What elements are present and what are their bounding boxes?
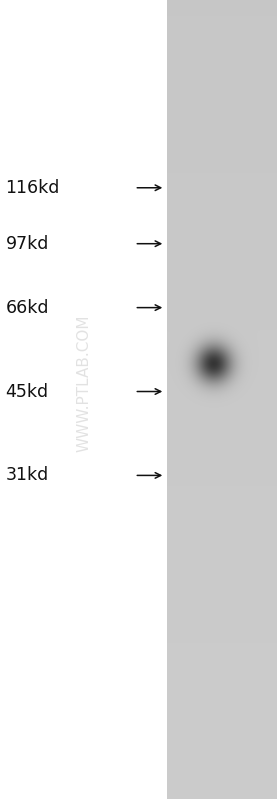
Text: 45kd: 45kd (6, 383, 49, 400)
Text: 116kd: 116kd (6, 179, 60, 197)
Text: 31kd: 31kd (6, 467, 49, 484)
Text: 97kd: 97kd (6, 235, 49, 252)
Text: 66kd: 66kd (6, 299, 49, 316)
Text: WWW.PTLAB.COM: WWW.PTLAB.COM (76, 315, 92, 452)
